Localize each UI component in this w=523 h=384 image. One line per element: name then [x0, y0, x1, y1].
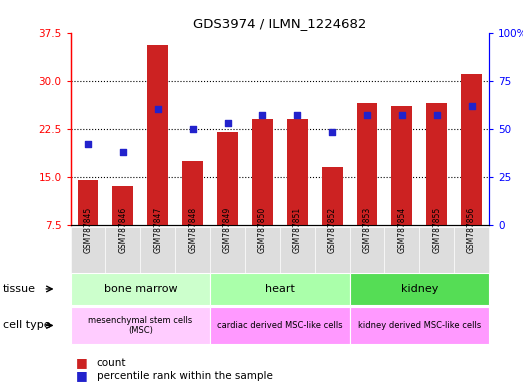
Text: GSM787852: GSM787852 [327, 207, 337, 253]
Text: cardiac derived MSC-like cells: cardiac derived MSC-like cells [217, 321, 343, 330]
Point [223, 120, 232, 126]
Point [293, 112, 301, 118]
Bar [322, 167, 343, 225]
Text: GSM787856: GSM787856 [467, 207, 476, 253]
Bar [252, 119, 273, 225]
Text: GSM787850: GSM787850 [258, 207, 267, 253]
Bar [77, 180, 98, 225]
Bar [217, 132, 238, 225]
Bar [391, 106, 412, 225]
Point [119, 149, 127, 155]
Text: ■: ■ [76, 356, 87, 369]
Text: GSM787853: GSM787853 [362, 207, 371, 253]
Text: tissue: tissue [3, 284, 36, 294]
Text: ■: ■ [76, 369, 87, 382]
Text: GSM787849: GSM787849 [223, 207, 232, 253]
Text: GSM787847: GSM787847 [153, 207, 162, 253]
Bar [182, 161, 203, 225]
Text: mesenchymal stem cells
(MSC): mesenchymal stem cells (MSC) [88, 316, 192, 335]
Point [468, 103, 476, 109]
Point [397, 112, 406, 118]
Bar [461, 74, 482, 225]
Text: GSM787855: GSM787855 [432, 207, 441, 253]
Point [258, 112, 267, 118]
Text: GSM787846: GSM787846 [118, 207, 128, 253]
Text: GSM787848: GSM787848 [188, 207, 197, 253]
Point [188, 126, 197, 132]
Bar [426, 103, 447, 225]
Text: kidney derived MSC-like cells: kidney derived MSC-like cells [358, 321, 481, 330]
Title: GDS3974 / ILMN_1224682: GDS3974 / ILMN_1224682 [193, 17, 367, 30]
Bar [147, 45, 168, 225]
Bar [287, 119, 308, 225]
Text: cell type: cell type [3, 320, 50, 331]
Point [433, 112, 441, 118]
Text: heart: heart [265, 284, 295, 294]
Text: GSM787854: GSM787854 [397, 207, 406, 253]
Text: bone marrow: bone marrow [104, 284, 177, 294]
Point [84, 141, 92, 147]
Text: GSM787845: GSM787845 [84, 207, 93, 253]
Bar [112, 186, 133, 225]
Point [154, 106, 162, 113]
Text: count: count [97, 358, 126, 368]
Point [328, 129, 336, 136]
Text: kidney: kidney [401, 284, 438, 294]
Text: percentile rank within the sample: percentile rank within the sample [97, 371, 272, 381]
Bar [357, 103, 378, 225]
Text: GSM787851: GSM787851 [293, 207, 302, 253]
Point [363, 112, 371, 118]
